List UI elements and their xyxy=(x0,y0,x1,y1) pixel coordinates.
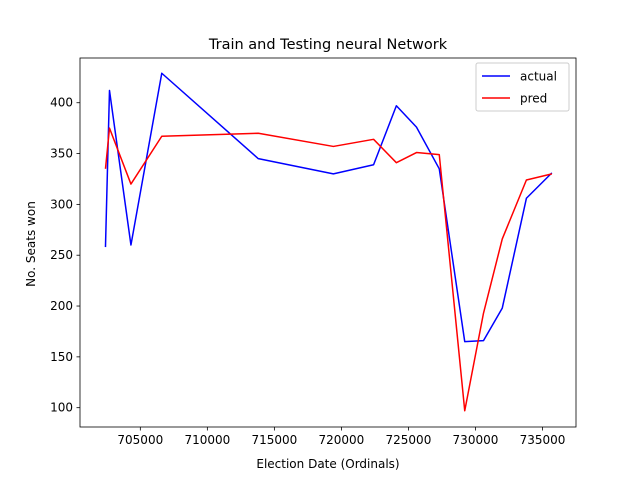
axes-frame xyxy=(79,57,577,428)
y-tick-label: 350 xyxy=(50,147,73,161)
x-tick-label: 730000 xyxy=(453,433,499,447)
y-tick-label: 300 xyxy=(50,197,73,211)
x-tick-label: 720000 xyxy=(318,433,364,447)
x-tick-label: 735000 xyxy=(520,433,566,447)
x-tick-label: 715000 xyxy=(251,433,297,447)
x-tick-label: 705000 xyxy=(117,433,163,447)
y-tick-label: 100 xyxy=(50,401,73,415)
plot-area: 705000 710000 715000 720000 725000 730000 7350… xyxy=(50,57,577,447)
x-tick-label: 725000 xyxy=(386,433,432,447)
legend-label-pred: pred xyxy=(520,92,547,106)
series-line-pred xyxy=(104,127,553,412)
y-tick-label: 250 xyxy=(50,248,73,262)
y-tick-label: 150 xyxy=(50,350,73,364)
series-line-actual xyxy=(104,72,553,343)
x-tick-label: 710000 xyxy=(184,433,230,447)
x-axis-label: Election Date (Ordinals) xyxy=(256,457,399,471)
y-tick-label: 400 xyxy=(50,96,73,110)
legend: actual pred xyxy=(475,62,570,112)
chart-title: Train and Testing neural Network xyxy=(208,37,448,53)
legend-label-actual: actual xyxy=(520,70,557,84)
y-axis-label: No. Seats won xyxy=(24,201,38,287)
y-tick-label: 200 xyxy=(50,299,73,313)
legend-box xyxy=(475,62,570,112)
